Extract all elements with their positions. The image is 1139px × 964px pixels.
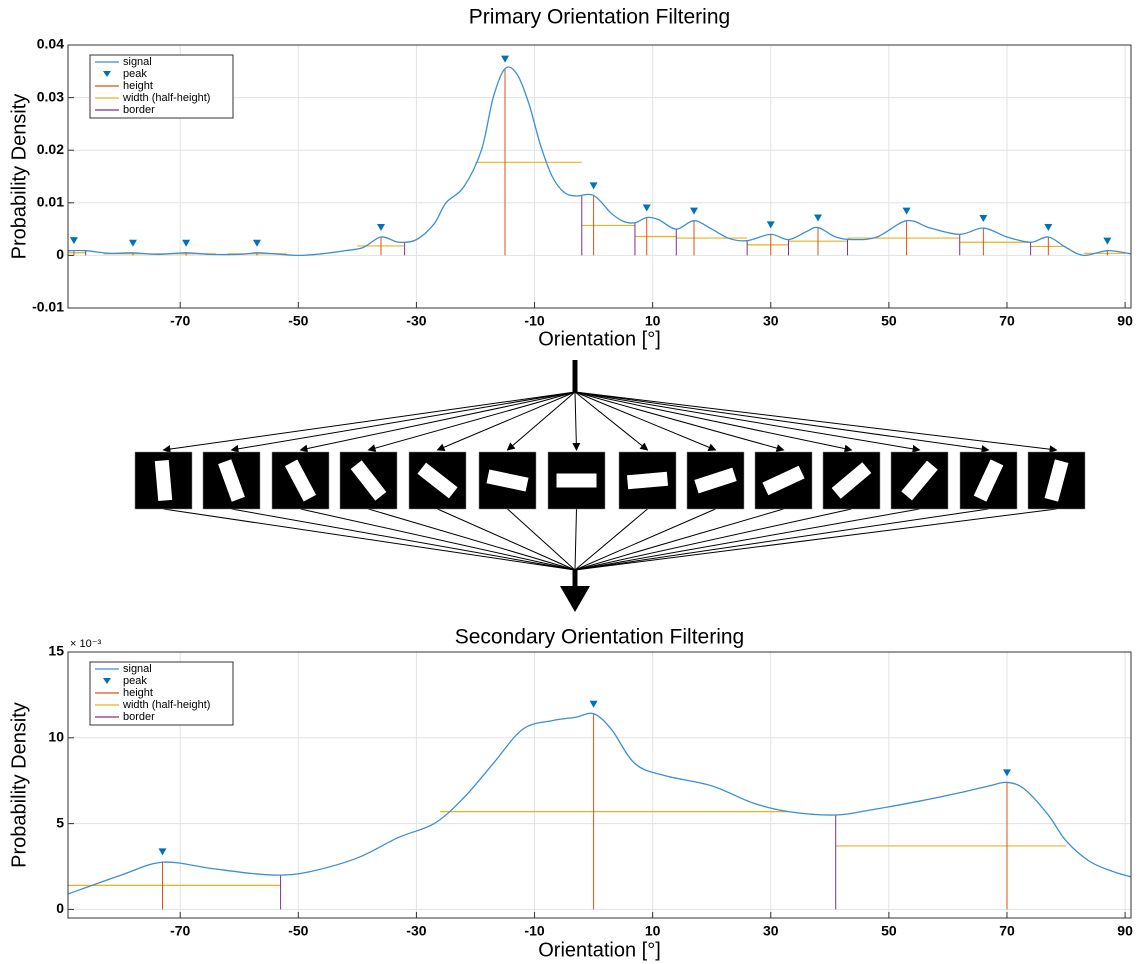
y-tick-label: -0.01 [32,299,64,315]
x-tick-label: 10 [645,923,661,939]
x-tick-label: 90 [1117,923,1133,939]
chart: Secondary Orientation Filtering Orientati… [8,626,1133,962]
x-tick-label: -70 [170,923,190,939]
fan-out-arrow [575,392,920,450]
y-tick-label: 0 [56,900,64,916]
fan-in-line [301,509,576,570]
fan-in-line [575,509,852,570]
legend-label: signal [123,56,152,68]
x-tick-label: 70 [999,923,1015,939]
y-tick-label: 0.04 [37,36,64,52]
fan-in-line [232,509,576,570]
legend-label: border [123,104,155,116]
fan-out-arrow [301,392,576,450]
legend-label: width (half-height) [122,699,210,711]
y-multiplier: × 10⁻³ [70,638,102,650]
fan-out-arrow [575,392,852,450]
x-tick-label: -50 [288,923,308,939]
legend-label: peak [123,68,147,80]
fan-in-line [575,509,920,570]
x-tick-label: 10 [645,313,661,329]
x-tick-label: -10 [524,313,544,329]
x-tick-label: -30 [406,923,426,939]
y-tick-label: 0 [56,246,64,262]
x-axis-label: Orientation [°] [538,939,661,961]
y-tick-label: 0.01 [37,194,64,210]
fan-in-line [508,509,576,570]
figure: Primary Orientation Filtering Orientation… [0,0,1139,964]
x-tick-label: 70 [999,313,1015,329]
y-tick-label: 10 [48,729,64,745]
fan-out-arrow [164,392,576,450]
x-tick-label: -50 [288,313,308,329]
fan-out-arrow [369,392,576,450]
legend-label: peak [123,675,147,687]
legend-label: height [123,687,153,699]
fan-out-arrow [232,392,576,450]
y-axis-label: Probability Density [8,94,30,260]
fan-out-arrow [438,392,576,450]
fan-out-arrow [575,392,784,450]
x-tick-label: -10 [524,923,544,939]
legend-label: height [123,80,153,92]
fan-in-line [575,509,1057,570]
chart-title: Primary Orientation Filtering [469,6,730,29]
filter-bar [557,474,597,488]
fan-out-arrow [508,392,576,450]
y-tick-label: 5 [56,814,64,830]
y-tick-label: 0.03 [37,88,64,104]
x-tick-label: -70 [170,313,190,329]
y-tick-label: 15 [48,643,64,659]
x-tick-label: 30 [763,923,779,939]
output-arrowhead [560,586,590,612]
fan-out-arrow [575,392,577,450]
legend-label: signal [123,663,152,675]
x-tick-label: 50 [881,313,897,329]
filter-diagram [135,360,1085,612]
y-axis-label: Probability Density [8,702,30,868]
chart: Primary Orientation Filtering Orientation… [8,6,1133,351]
y-tick-label: 0.02 [37,141,64,157]
x-tick-label: 50 [881,923,897,939]
fan-in-line [164,509,576,570]
fan-in-line [438,509,576,570]
fan-in-line [575,509,784,570]
legend-label: border [123,711,155,723]
x-tick-label: 90 [1117,313,1133,329]
x-tick-label: 30 [763,313,779,329]
fan-in-line [575,509,577,570]
x-tick-label: -30 [406,313,426,329]
legend-label: width (half-height) [122,92,210,104]
fan-in-line [369,509,576,570]
x-axis-label: Orientation [°] [538,328,661,350]
fan-out-arrow [575,392,1057,450]
chart-title: Secondary Orientation Filtering [455,626,744,649]
